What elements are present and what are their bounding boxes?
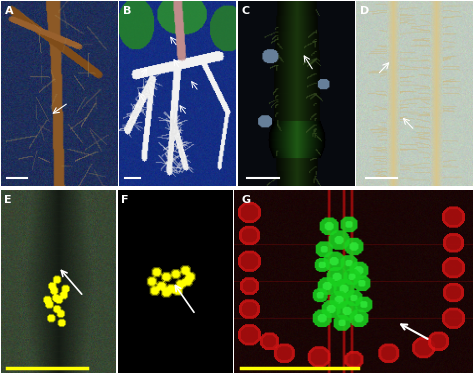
Text: B: B [123, 6, 131, 16]
Text: D: D [360, 6, 369, 16]
Text: A: A [4, 6, 13, 16]
Text: G: G [241, 196, 250, 205]
Text: E: E [4, 196, 12, 205]
Text: C: C [241, 6, 250, 16]
Text: F: F [121, 196, 128, 205]
